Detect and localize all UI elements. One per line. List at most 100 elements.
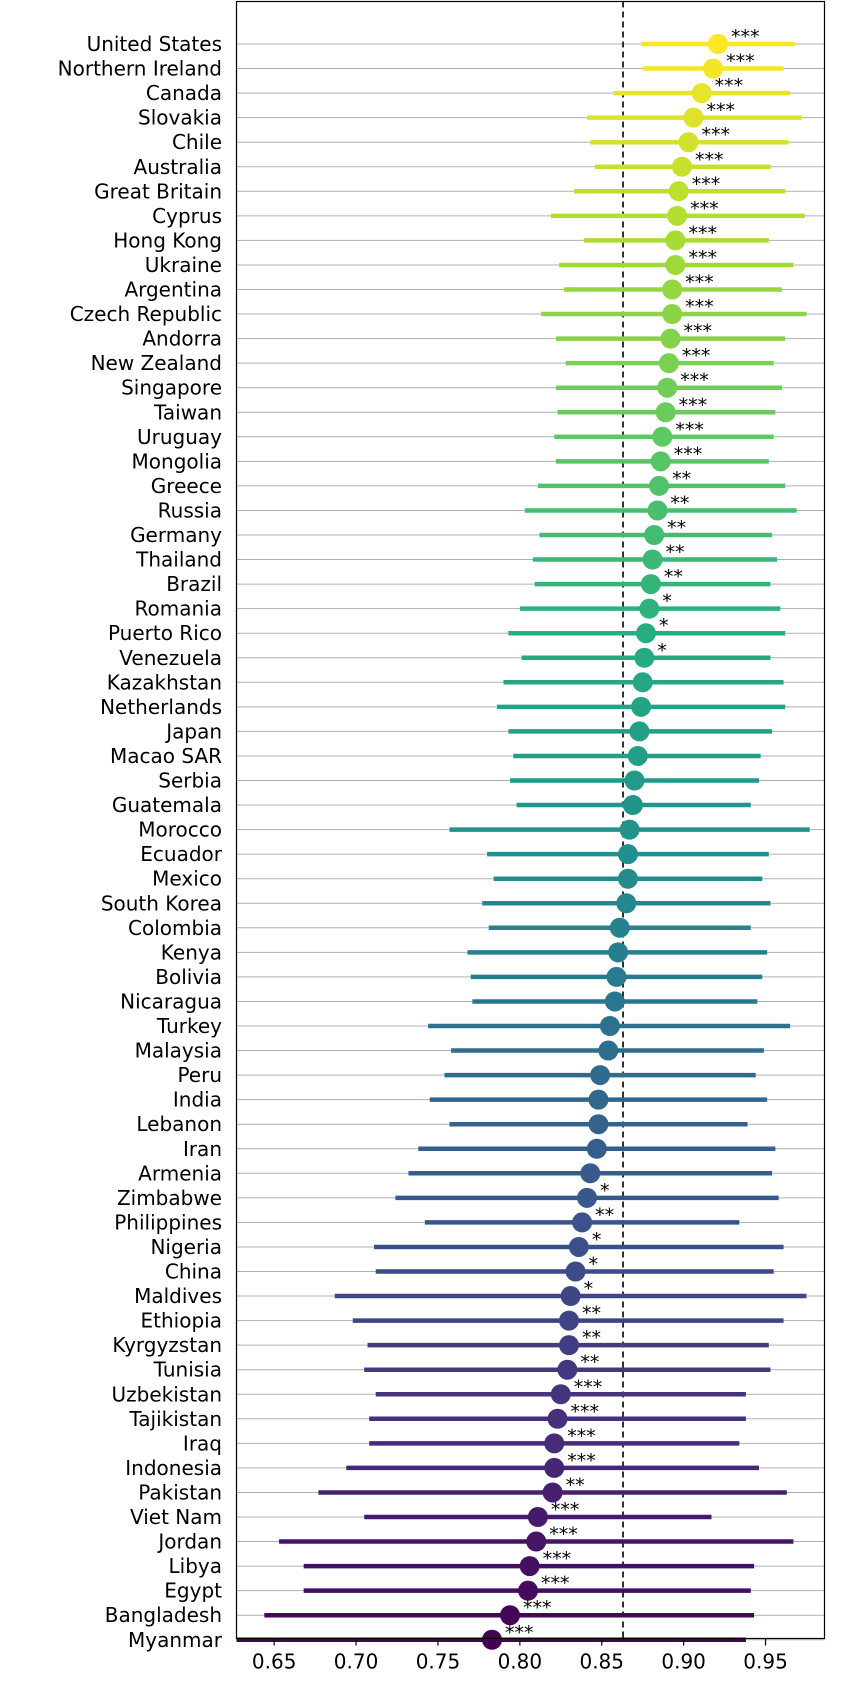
significance-label: *** [674,443,703,465]
country-label: Czech Republic [70,302,222,326]
significance-label: *** [688,247,717,269]
country-label: South Korea [101,891,222,915]
country-label: United States [87,32,222,56]
country-label: Chile [172,130,222,154]
interval-layer [236,41,810,1642]
estimate-point [672,156,693,177]
country-label: Ecuador [140,842,222,866]
estimate-point [558,1310,579,1331]
significance-label: ** [580,1352,599,1374]
gridlines [236,43,825,1641]
significance-label: ** [664,566,683,588]
estimate-point [662,279,683,300]
significance-label: ** [666,542,685,564]
country-label: Brazil [166,572,222,596]
significance-label: *** [543,1548,572,1570]
significance-label: *** [688,222,717,244]
country-label: New Zealand [91,351,222,375]
estimate-point [544,1433,565,1454]
estimate-point [617,844,638,865]
significance-label: ** [670,492,689,514]
country-label: Libya [169,1554,223,1578]
country-label: Jordan [156,1530,222,1554]
country-label: Mongolia [132,449,222,473]
country-label: Ethiopia [141,1309,222,1333]
country-label: Canada [146,81,222,105]
country-label: Japan [164,719,222,743]
country-label: Greece [151,474,222,498]
estimate-point [642,549,663,570]
estimate-point [644,525,665,545]
x-axis: 0.65 0.70 0.75 0.80 0.85 0.90 0.95 [252,1638,788,1674]
estimate-point [586,1138,607,1159]
significance-label: *** [567,1425,596,1447]
country-label: Philippines [114,1210,222,1234]
country-label: Nigeria [150,1235,222,1259]
x-tick-label: 0.85 [579,1650,624,1674]
significance-label: * [600,1180,610,1202]
estimate-point [665,254,686,275]
significance-label: ** [582,1327,601,1349]
country-label: Viet Nam [130,1505,222,1529]
country-label: Macao SAR [110,744,222,768]
estimate-point [631,696,652,717]
estimate-point [519,1556,540,1577]
significance-label: * [589,1254,599,1276]
significance-label: *** [551,1499,580,1521]
country-label: Morocco [138,818,222,842]
estimate-point [619,819,640,840]
significance-label: *** [541,1573,570,1595]
significance-label: *** [685,296,714,318]
estimate-point [482,1629,503,1650]
estimate-point [544,1457,565,1478]
estimate-point [635,623,656,644]
country-label: Russia [158,498,222,522]
estimate-point [708,34,729,54]
country-label: Netherlands [100,695,222,719]
country-label: Venezuela [119,646,222,670]
estimate-point [639,598,660,619]
country-label: Nicaragua [120,989,222,1013]
estimate-point [558,1335,579,1356]
estimate-point [650,451,671,472]
country-label: Taiwan [153,400,222,424]
country-label: Tunisia [153,1358,222,1382]
country-label: Maldives [134,1284,222,1308]
estimate-point [662,304,683,325]
country-label: Uzbekistan [112,1382,222,1406]
estimate-point [691,83,712,104]
estimate-point [608,942,629,963]
significance-label: *** [574,1376,603,1398]
estimate-point [703,58,724,79]
estimate-point [665,230,686,251]
estimate-point [629,721,650,742]
country-label: Andorra [142,327,222,351]
estimate-point [683,107,704,128]
significance-label: *** [706,100,735,122]
country-label: Turkey [156,1014,222,1038]
estimate-point [655,402,676,423]
estimate-point [572,1212,593,1233]
country-label: Cyprus [152,204,222,228]
significance-label: *** [690,198,719,220]
country-label: Myanmar [128,1628,223,1652]
country-label: Egypt [164,1579,222,1603]
x-tick-label: 0.90 [661,1650,706,1674]
significance-layer: ****************************************… [505,26,760,1644]
significance-label: ** [667,517,686,539]
estimate-point [616,893,637,914]
significance-label: *** [680,370,709,392]
country-label: Northern Ireland [58,57,222,81]
significance-label: *** [549,1524,578,1546]
estimate-point [560,1286,581,1307]
estimate-point [588,1089,609,1110]
x-tick-label: 0.95 [743,1650,788,1674]
significance-label: * [592,1229,602,1251]
estimate-point [622,795,643,816]
significance-label: * [657,640,667,662]
plot-frame [235,0,826,1640]
x-tick-label: 0.75 [416,1650,461,1674]
country-label: Germany [130,523,222,547]
country-label: Lebanon [136,1112,222,1136]
